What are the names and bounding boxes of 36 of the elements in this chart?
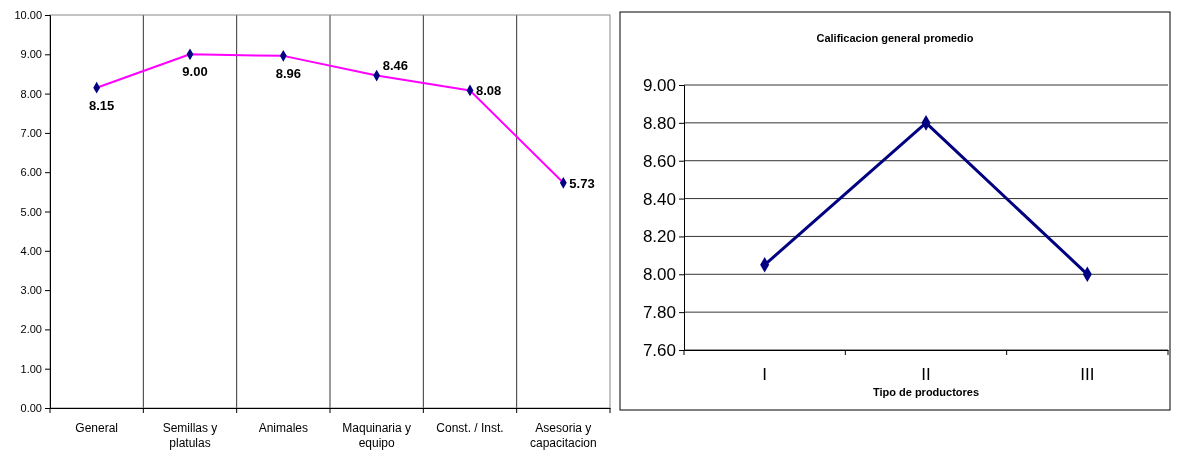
x-tick-label: General xyxy=(75,421,119,435)
x-tick-label: Const. / Inst. xyxy=(436,421,504,435)
y-tick-label: 8.80 xyxy=(642,113,676,133)
y-tick-label: 7.80 xyxy=(642,303,676,323)
y-tick-label: 8.20 xyxy=(642,227,676,247)
text: 8.08 xyxy=(476,83,502,99)
y-tick-label: 8.40 xyxy=(642,189,676,209)
x-tick-label: I xyxy=(762,365,768,384)
y-tick-label: 1.00 xyxy=(20,362,42,375)
y-tick-label: 7.60 xyxy=(642,340,676,360)
y-tick-label: 3.00 xyxy=(20,284,42,297)
y-tick-label: 7.00 xyxy=(20,126,42,139)
y-tick-label: 8.60 xyxy=(642,151,676,171)
x-tick-label: III xyxy=(1080,365,1095,384)
text: 8.15 xyxy=(89,97,115,113)
text: 8.46 xyxy=(382,57,408,73)
x-tick-label: II xyxy=(921,365,931,384)
y-tick-label: 5.00 xyxy=(20,205,42,218)
y-tick-label: 9.00 xyxy=(642,75,676,95)
x-tick-label: Asesoria y capacitacion xyxy=(529,421,597,450)
y-tick-label: 0.00 xyxy=(20,402,42,415)
x-tick-label: Animales xyxy=(258,421,309,435)
text: 8.96 xyxy=(275,65,301,81)
x-tick-label: Semillas y platulas xyxy=(162,421,218,450)
y-tick-label: 2.00 xyxy=(20,323,42,336)
y-tick-label: 8.00 xyxy=(642,265,676,285)
text: 9.00 xyxy=(182,64,208,80)
y-tick-label: 10.00 xyxy=(14,9,42,22)
y-tick-label: 8.00 xyxy=(20,87,42,100)
y-tick-label: 4.00 xyxy=(20,244,42,257)
x-axis-title: Tipo de productores xyxy=(872,386,980,398)
x-tick-label: Maquinaria y equipo xyxy=(342,421,412,450)
chart-title: Calificacion general promedio xyxy=(816,32,974,44)
text: 5.73 xyxy=(569,175,595,191)
y-tick-label: 6.00 xyxy=(20,166,42,179)
y-tick-label: 9.00 xyxy=(20,48,42,61)
